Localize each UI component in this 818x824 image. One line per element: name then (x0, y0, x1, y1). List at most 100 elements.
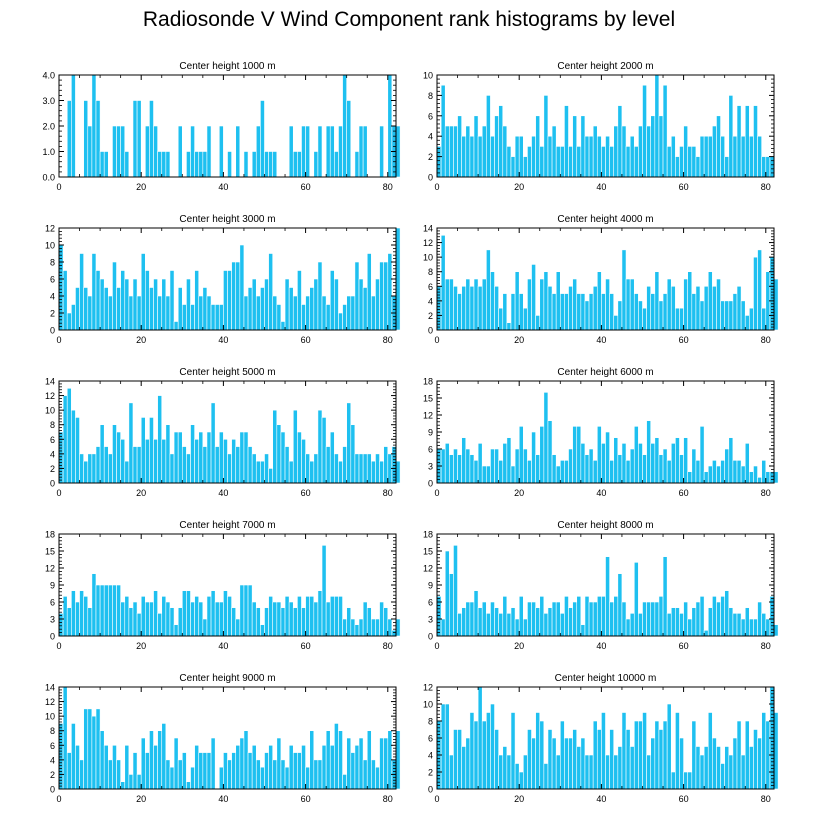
histogram-bar (284, 278, 290, 331)
histogram-bar (481, 465, 487, 484)
histogram-bar (99, 424, 105, 484)
histogram-bar (251, 151, 257, 178)
histogram-bar (580, 624, 586, 637)
histogram-bar (453, 729, 458, 790)
histogram-bar (71, 74, 76, 178)
histogram-bar (103, 744, 109, 790)
histogram-bar (650, 737, 656, 790)
histogram-bar (284, 446, 290, 484)
histogram-bar (132, 601, 138, 637)
histogram-bar (675, 437, 680, 484)
histogram-bar (231, 438, 237, 484)
histogram-bar (744, 443, 750, 484)
histogram-bar (120, 601, 126, 637)
histogram-bar (186, 151, 191, 178)
histogram-bar (95, 584, 101, 637)
y-tick-label: 0 (428, 632, 433, 642)
histogram-bar (736, 720, 742, 790)
x-tick-label: 80 (383, 182, 393, 192)
histogram-bar (473, 590, 479, 637)
histogram-bar (695, 746, 701, 790)
x-tick-label: 20 (136, 488, 146, 498)
histogram-bar (157, 395, 163, 484)
histogram-bar (190, 424, 195, 484)
histogram-bar (317, 261, 323, 331)
histogram-bar (128, 402, 134, 484)
y-tick-label: 10 (423, 253, 433, 263)
histogram-bar (662, 293, 668, 331)
histogram-bar (329, 270, 335, 331)
histogram-bar (120, 270, 126, 331)
x-tick-label: 0 (434, 488, 439, 498)
x-tick-label: 0 (56, 794, 61, 804)
histogram-bar (362, 601, 368, 637)
x-tick-label: 0 (434, 335, 439, 345)
histogram-bar (120, 438, 126, 484)
histogram-bar (732, 737, 738, 790)
histogram-bar (124, 744, 130, 790)
histogram-bar (354, 624, 360, 637)
histogram-bar (218, 125, 224, 178)
histogram-bar (568, 737, 573, 790)
histogram-bar (449, 278, 454, 331)
y-tick-label: 18 (423, 530, 433, 540)
histogram-bar (354, 261, 360, 331)
histogram-bar (543, 613, 549, 637)
histogram-bar (206, 431, 212, 484)
histogram-bar (169, 607, 175, 637)
y-tick-label: 9 (428, 581, 433, 591)
histogram-bar (305, 596, 310, 637)
histogram-bar (473, 278, 479, 331)
histogram-bar (383, 446, 389, 484)
histogram-bar (165, 424, 171, 484)
histogram-bar (280, 431, 286, 484)
histogram-bar (683, 278, 689, 331)
histogram-bar (580, 737, 586, 790)
histogram-bar (633, 293, 639, 331)
histogram-bar (564, 737, 569, 790)
histogram-bar (687, 271, 693, 331)
histogram-bar (153, 278, 158, 331)
y-tick-label: 8 (428, 91, 433, 101)
histogram-bar (83, 596, 89, 637)
histogram-bar (605, 135, 610, 178)
histogram-bar (116, 287, 121, 331)
histogram-bar (720, 460, 725, 484)
x-tick-label: 80 (761, 335, 771, 345)
x-tick-label: 40 (218, 641, 228, 651)
y-tick-label: 0 (428, 785, 433, 795)
histogram-bar (703, 746, 709, 790)
histogram-bar (305, 766, 310, 790)
histogram-bar (572, 729, 578, 790)
y-tick-label: 18 (423, 377, 433, 387)
histogram-bar (206, 752, 212, 790)
histogram-bar (177, 431, 183, 484)
histogram-bar (670, 135, 676, 178)
histogram-bar (223, 752, 228, 790)
histogram-bar (449, 754, 454, 790)
histogram-bar (588, 448, 594, 484)
x-tick-label: 60 (679, 794, 689, 804)
histogram-bar (477, 443, 483, 484)
histogram-bar (588, 135, 594, 178)
x-tick-label: 80 (761, 641, 771, 651)
histogram-bar (444, 550, 450, 637)
histogram-bar (629, 613, 635, 637)
histogram-bar (103, 151, 109, 178)
histogram-bar (169, 453, 175, 484)
histogram-bar (749, 746, 754, 790)
histogram-bar (194, 438, 200, 484)
y-tick-label: 6 (428, 445, 433, 455)
histogram-bar (444, 443, 450, 484)
histogram-bar (124, 151, 130, 178)
histogram-bar (510, 465, 516, 484)
histogram-bar (243, 151, 249, 178)
histogram-bar (625, 278, 631, 331)
histogram-bar (609, 293, 615, 331)
histogram-bar (173, 431, 179, 484)
histogram-bar (740, 300, 746, 331)
histogram-bar (757, 135, 762, 178)
histogram-bar (71, 304, 76, 331)
y-tick-label: 8 (50, 258, 55, 268)
histogram-bar (527, 729, 532, 790)
